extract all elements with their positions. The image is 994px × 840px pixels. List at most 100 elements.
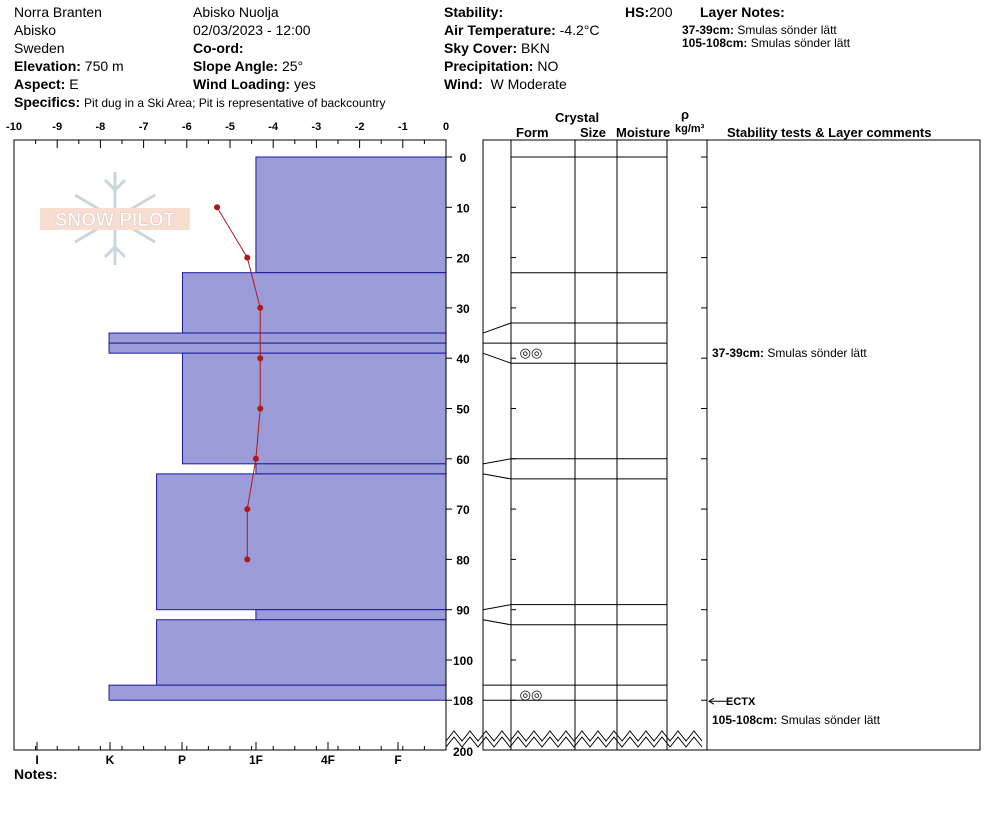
wind-loading-label: Wind Loading: (193, 76, 291, 92)
precip-label: Precipitation: (444, 58, 534, 74)
crystal-symbol-icon: ◎◎ (520, 687, 543, 702)
layer-note-range: 37-39cm: (682, 23, 735, 37)
aspect-value: E (69, 76, 79, 92)
temperature-point (257, 355, 264, 362)
coord-label: Co-ord: (193, 40, 244, 56)
arrow-icon (708, 697, 715, 705)
temp-tick-label: -5 (225, 121, 235, 133)
slope-row: Slope Angle: 25° (193, 57, 303, 75)
logo-band (40, 208, 190, 230)
layer-connector (482, 604, 512, 611)
hardness-tick-label: 4F (321, 753, 335, 767)
layer-comment: 105-108cm: Smulas sönder lätt (712, 713, 881, 727)
stability-tests-header: Stability tests & Layer comments (727, 125, 932, 140)
slope-label: Slope Angle: (193, 58, 279, 74)
temp-tick-label: -8 (96, 121, 106, 133)
region: Abisko (14, 22, 57, 38)
aspect-label: Aspect: (14, 76, 66, 92)
temperature-point (252, 455, 259, 462)
temperature-point (244, 556, 251, 563)
specifics-value: Pit dug in a Ski Area; Pit is representa… (84, 96, 386, 110)
temp-tick-label: -4 (268, 121, 279, 133)
depth-tick-label: 80 (456, 553, 470, 567)
layer-note-range: 105-108cm: (682, 36, 748, 50)
layer-notes-title: Layer Notes: (700, 4, 785, 20)
air-temp-row: Air Temperature: -4.2°C (444, 21, 600, 39)
temperature-point (214, 204, 221, 211)
temperature-point (244, 254, 251, 261)
depth-tick-label: 108 (453, 694, 473, 708)
logo-text: SNOW PILOT (55, 210, 176, 231)
layer-comment-text: Smulas sönder lätt (781, 713, 881, 727)
observer: Abisko Nuolja (193, 4, 279, 20)
layer-note: 105-108cm: Smulas sönder lätt (682, 37, 850, 50)
hardness-layer (181, 272, 447, 334)
temp-tick-label: -9 (52, 121, 62, 133)
hardness-layer (255, 609, 447, 621)
stability-label: Stability: (444, 4, 504, 20)
size-header: Size (580, 125, 607, 140)
temp-tick-label: -2 (355, 121, 365, 133)
precip-row: Precipitation: NO (444, 57, 558, 75)
hardness-tick-label: K (106, 753, 115, 767)
layer-comment-text: Smulas sönder lätt (767, 346, 867, 360)
temp-tick-label: -1 (398, 121, 408, 133)
hardness-tick-label: F (394, 753, 401, 767)
elevation-row: Elevation: 750 m (14, 57, 124, 75)
specifics-label: Specifics: (14, 94, 81, 110)
air-temp-value: -4.2°C (559, 22, 600, 38)
snowpilot-logo: SNOW PILOT (40, 172, 190, 265)
density-unit-header: kg/m³ (675, 123, 705, 135)
moisture-header: Moisture (616, 125, 671, 140)
hs-label: HS: (625, 4, 650, 20)
hardness-layer (181, 352, 447, 465)
temperature-point (257, 405, 264, 412)
temperature-profile (214, 204, 264, 563)
temperature-point (244, 506, 251, 513)
depth-tick-label: 40 (456, 352, 470, 366)
depth-break-line (445, 736, 703, 748)
country: Sweden (14, 40, 65, 56)
depth-axis: 0 10 20 30 40 50 60 70 80 90 100 108 200 (445, 151, 703, 759)
wind-loading-value: yes (293, 76, 316, 92)
sky-value: BKN (521, 40, 550, 56)
hardness-tick-label: 1F (249, 753, 263, 767)
sky-label: Sky Cover: (444, 40, 518, 56)
elevation-value: 750 m (84, 58, 124, 74)
depth-tick-label: 20 (456, 252, 470, 266)
wind-row: Wind: W Moderate (444, 75, 567, 93)
slope-value: 25° (281, 58, 304, 74)
wind-loading-row: Wind Loading: yes (193, 75, 316, 93)
notes-label: Notes: (14, 766, 58, 782)
depth-tick-label: 60 (456, 453, 470, 467)
depth-tick-label: 50 (456, 403, 470, 417)
aspect-row: Aspect: E (14, 75, 79, 93)
elevation-label: Elevation: (14, 58, 81, 74)
temp-tick-label: -10 (6, 121, 22, 133)
hardness-layer (255, 463, 447, 475)
temp-tick-label: -3 (312, 121, 322, 133)
layer-comment-range: 37-39cm: (712, 346, 767, 360)
hardness-tick-label: I (35, 753, 38, 767)
crystal-columns: ◎◎ ◎◎ (482, 139, 981, 751)
layer-connector (482, 352, 512, 364)
hardness-axis: I K P 1F 4F F (35, 742, 425, 767)
temp-tick-label: -7 (139, 121, 149, 133)
layer-note: 37-39cm: Smulas sönder lätt (682, 24, 837, 37)
rho-header: ρ (681, 107, 690, 122)
temp-tick-label: 0 (443, 121, 449, 133)
layer-connector (482, 322, 512, 334)
snowflake-icon (74, 172, 156, 265)
hardness-layer (156, 619, 447, 686)
specifics-row: Specifics: Pit dug in a Ski Area; Pit is… (14, 93, 386, 112)
depth-tick-label: 10 (456, 201, 470, 215)
layer-note-text: Smulas sönder lätt (750, 36, 851, 50)
hardness-layer (108, 684, 447, 701)
hardness-layers (108, 156, 447, 701)
sky-row: Sky Cover: BKN (444, 39, 550, 57)
layer-comment: 37-39cm: Smulas sönder lätt (712, 346, 867, 360)
hardness-tick-label: P (178, 753, 186, 767)
layer-connector (482, 458, 512, 465)
